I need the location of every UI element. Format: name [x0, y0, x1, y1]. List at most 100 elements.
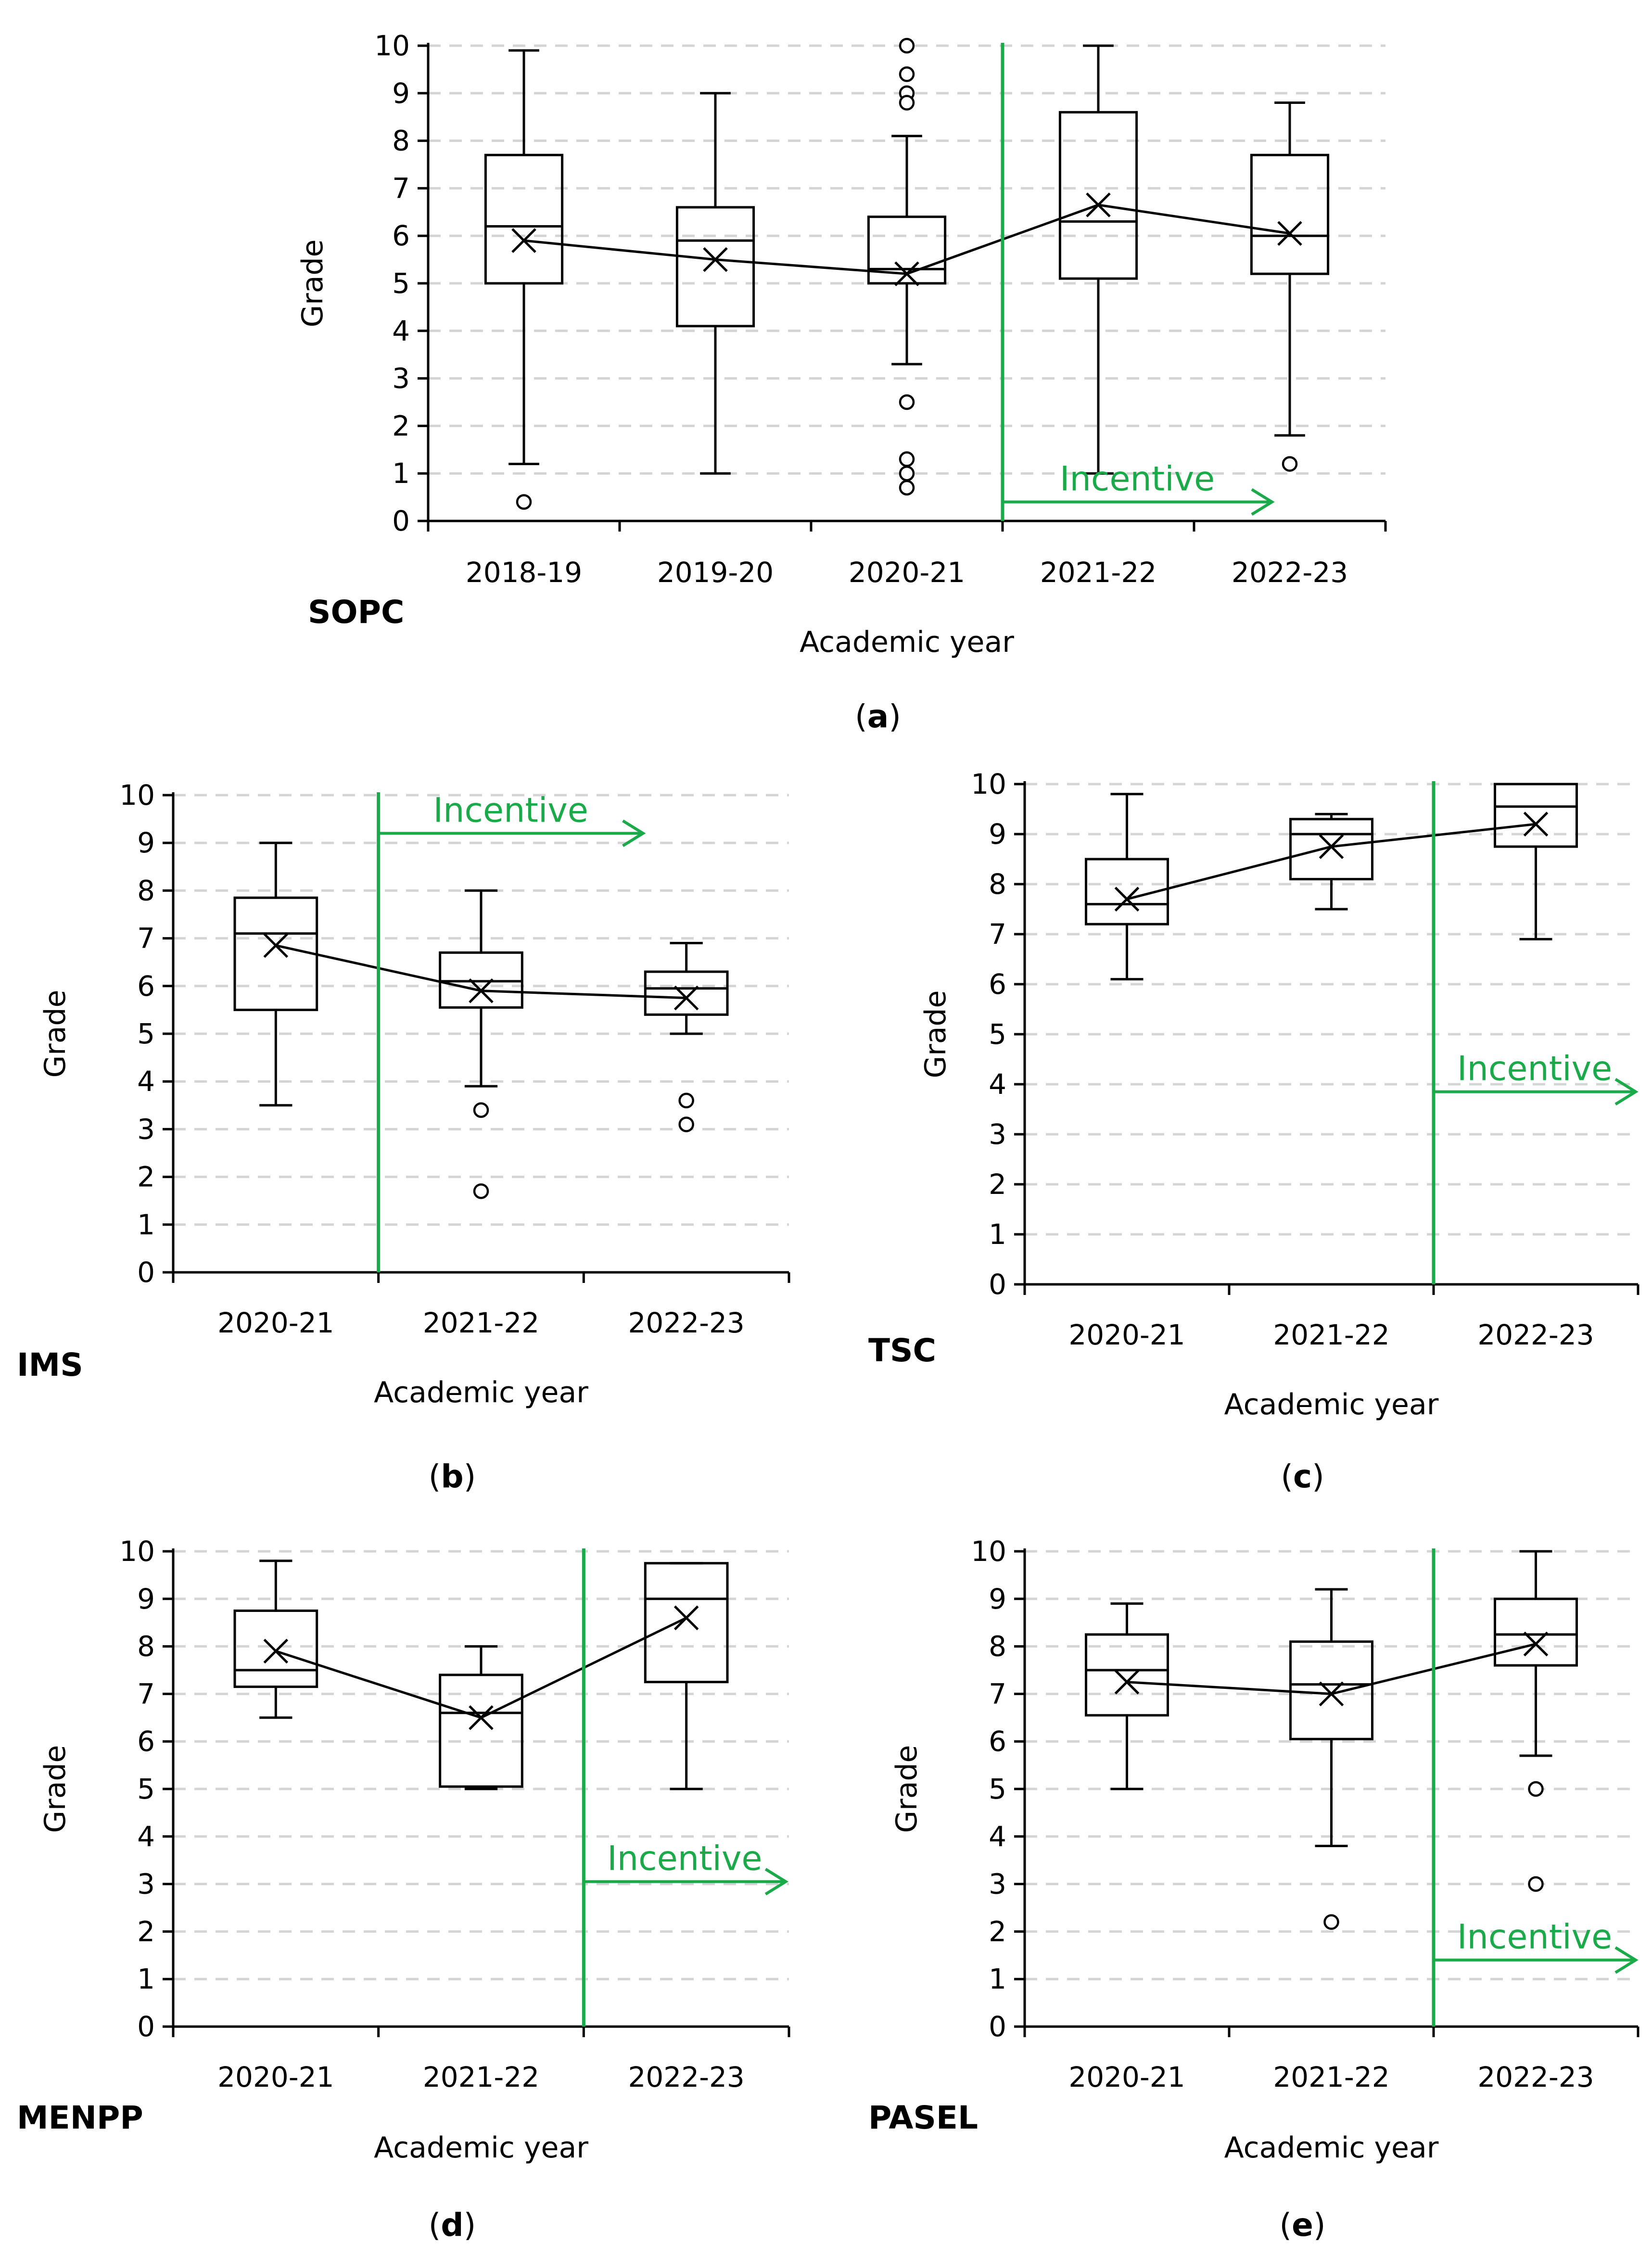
mean-trend-line: [1127, 1643, 1537, 1695]
box-2020-21: [867, 38, 947, 496]
incentive-arrow-head: [764, 1868, 789, 1896]
panel-caption: (e): [1279, 2206, 1325, 2244]
x-tick-label: 2020-21: [849, 556, 965, 589]
box-2022-23: [644, 1562, 729, 1790]
outlier-point: [899, 95, 915, 111]
outlier-point: [473, 1183, 489, 1199]
iqr-box: [233, 1610, 318, 1688]
y-tick-label: 3: [989, 1118, 1006, 1151]
y-tick-label: 2: [137, 1915, 155, 1948]
outlier-point: [1282, 456, 1298, 472]
outlier-point: [1528, 1876, 1544, 1892]
outlier-point: [899, 451, 915, 467]
y-tick-label: 7: [392, 172, 410, 204]
mean-marker: [469, 1705, 494, 1730]
box-2020-21: [233, 841, 318, 1107]
box-2021-22: [439, 1645, 523, 1790]
x-tick-label: 2020-21: [1068, 2061, 1185, 2093]
iqr-box: [675, 206, 755, 328]
y-axis-title: Grade: [890, 1745, 924, 1833]
y-tick-label: 8: [137, 1630, 155, 1663]
y-tick-label: 7: [989, 1677, 1006, 1710]
outlier-point: [899, 465, 915, 482]
y-tick-label: 3: [137, 1868, 155, 1901]
iqr-box: [1085, 858, 1169, 926]
y-axis-title: Grade: [38, 990, 72, 1078]
outlier-point: [899, 480, 915, 496]
x-tick-label: 2018-19: [466, 556, 582, 589]
y-tick-label: 6: [137, 970, 155, 1002]
mean-marker: [511, 228, 536, 253]
panel-caption-letter: d: [441, 2206, 463, 2244]
box-2018-19: [484, 49, 564, 510]
incentive-label: Incentive: [1457, 1049, 1612, 1089]
y-tick-label: 4: [989, 1820, 1006, 1853]
iqr-box: [644, 1562, 729, 1684]
y-tick-label: 5: [137, 1773, 155, 1805]
mean-marker: [263, 933, 289, 958]
iqr-box: [1085, 1633, 1169, 1717]
iqr-box: [1494, 783, 1578, 848]
y-tick-label: 4: [137, 1820, 155, 1853]
outlier-point: [899, 394, 915, 410]
panel-d: 0 1 2 3 4 5 6 7 8 9 10 2020-21 2021-22 2022-23 Incenti…: [17, 1535, 790, 2244]
mean-marker: [674, 985, 699, 1011]
panel-caption: (c): [1281, 1458, 1324, 1495]
incentive-arrow-head: [1614, 1946, 1639, 1974]
y-tick-label: 6: [392, 219, 410, 252]
y-axis-title: Grade: [38, 1745, 72, 1833]
panel-caption-letter: a: [867, 698, 889, 735]
box-2022-23: [1250, 101, 1330, 472]
y-axis-title: Grade: [296, 240, 330, 328]
incentive-label: Incentive: [607, 1839, 762, 1878]
iqr-box: [867, 216, 947, 285]
y-tick-label: 5: [392, 267, 410, 300]
y-tick-label: 10: [971, 1535, 1006, 1568]
y-tick-label: 1: [137, 1208, 155, 1241]
y-tick-label: 2: [137, 1161, 155, 1193]
y-tick-label: 3: [392, 362, 410, 395]
panel-name: MENPP: [17, 2099, 143, 2136]
x-axis-title: Academic year: [374, 1376, 588, 1409]
panel-caption: (d): [429, 2206, 476, 2244]
mean-marker: [894, 261, 919, 287]
iqr-box: [1494, 1598, 1578, 1667]
mean-marker: [674, 1605, 699, 1631]
y-tick-label: 2: [989, 1915, 1006, 1948]
outlier-point: [899, 66, 915, 82]
box-2021-22: [1289, 812, 1373, 911]
box-2019-20: [675, 92, 755, 475]
outlier-point: [516, 494, 532, 510]
box-2021-22: [1058, 44, 1138, 475]
mean-marker: [1086, 192, 1111, 217]
y-tick-label: 10: [119, 1535, 155, 1568]
outlier-point: [899, 38, 915, 54]
iqr-box: [1058, 111, 1138, 280]
y-tick-label: 4: [137, 1065, 155, 1098]
x-tick-label: 2020-21: [217, 2061, 334, 2093]
iqr-box: [484, 153, 564, 285]
iqr-box: [1289, 1640, 1373, 1740]
x-tick-label: 2020-21: [217, 1306, 334, 1339]
y-tick-label: 9: [989, 1583, 1006, 1615]
mean-marker: [1523, 1631, 1549, 1657]
y-tick-label: 10: [971, 768, 1006, 800]
mean-marker: [263, 1638, 289, 1664]
y-tick-label: 1: [989, 1218, 1006, 1251]
y-axis-title: Grade: [919, 990, 953, 1078]
iqr-box: [1250, 153, 1330, 275]
x-tick-label: 2020-21: [1068, 1319, 1185, 1351]
x-tick-label: 2021-22: [423, 2061, 539, 2093]
x-axis-title: Academic year: [800, 625, 1014, 659]
iqr-box: [439, 1674, 523, 1788]
y-tick-label: 9: [137, 826, 155, 859]
y-tick-label: 1: [392, 457, 410, 490]
box-2022-23: [1494, 783, 1578, 940]
y-tick-label: 3: [137, 1113, 155, 1145]
box-2022-23: [1494, 1550, 1578, 1892]
incentive-label: Incentive: [433, 790, 588, 830]
y-tick-label: 7: [137, 1677, 155, 1710]
outlier-point: [678, 1116, 694, 1132]
mean-marker: [1114, 887, 1140, 912]
